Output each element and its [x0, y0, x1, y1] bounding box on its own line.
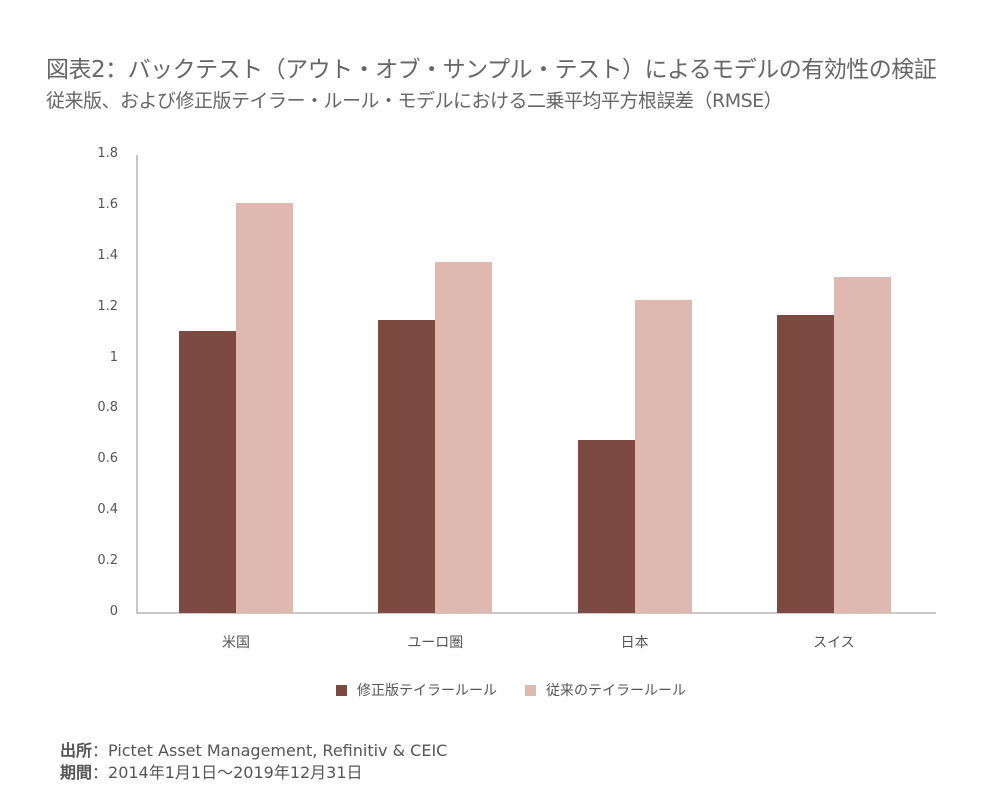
legend: 修正版テイラールール 従来のテイラールール — [336, 680, 714, 700]
y-tick-label: 1 — [109, 349, 118, 365]
legend-item-conventional: 従来のテイラールール — [525, 680, 686, 700]
source-label: 出所 — [60, 741, 93, 760]
chart-subtitle: 従来版、および修正版テイラー・ルール・モデルにおける二乗平均平方根誤差（RMSE… — [46, 90, 783, 112]
bar-conventional — [435, 261, 493, 613]
y-tick-label: 0.2 — [97, 553, 118, 569]
bar-modified — [179, 330, 236, 613]
legend-swatch-conventional — [525, 684, 536, 696]
x-category-label: スイス — [813, 635, 855, 651]
period-line: 期間：2014年1月1日～2019年12月31日 — [60, 762, 447, 784]
y-tick-label: 1.4 — [97, 247, 118, 263]
y-tick-label: 0 — [109, 604, 118, 619]
legend-item-modified: 修正版テイラールール — [336, 680, 497, 700]
x-category-label: 日本 — [620, 635, 649, 651]
period-text: ：2014年1月1日～2019年12月31日 — [92, 763, 363, 782]
bar-conventional — [833, 277, 891, 613]
legend-label-modified: 修正版テイラールール — [357, 683, 497, 699]
source-line: 出所：Pictet Asset Management, Refinitiv & … — [60, 740, 447, 762]
source-text: ：Pictet Asset Management, Refinitiv & CE… — [92, 741, 448, 760]
bar-conventional — [236, 203, 293, 613]
x-category-label: 米国 — [222, 635, 250, 651]
bar-modified — [776, 315, 834, 613]
y-axis-line — [136, 155, 138, 614]
source-note: 出所：Pictet Asset Management, Refinitiv & … — [60, 740, 447, 784]
y-tick-label: 0.8 — [97, 400, 118, 416]
y-tick-label: 0.4 — [97, 502, 118, 518]
y-tick-label: 1.2 — [97, 298, 118, 314]
x-category-label: ユーロ圏 — [407, 635, 464, 651]
period-label: 期間 — [60, 763, 93, 782]
legend-label-conventional: 従来のテイラールール — [546, 683, 686, 699]
y-tick-label: 1.6 — [97, 196, 118, 212]
y-tick-label: 1.8 — [97, 146, 118, 161]
bar-conventional — [634, 300, 692, 613]
chart-title: 図表2：バックテスト（アウト・オブ・サンプル・テスト）によるモデルの有効性の検証 — [46, 57, 937, 83]
x-axis-line — [136, 612, 936, 614]
bar-modified — [378, 320, 436, 613]
legend-swatch-modified — [336, 684, 347, 696]
y-tick-label: 0.6 — [97, 451, 118, 467]
bar-modified — [577, 439, 635, 613]
